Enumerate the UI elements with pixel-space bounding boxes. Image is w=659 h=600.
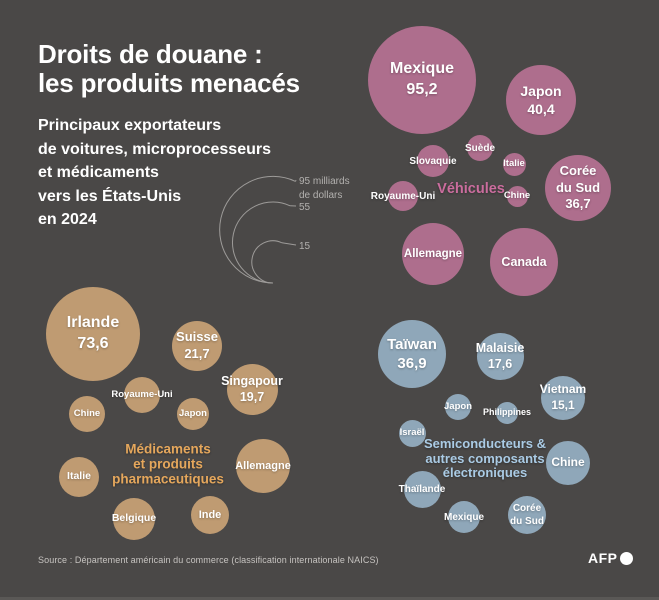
bubble-vehicules-chine: Chine (503, 185, 531, 207)
bubble-label: Japon (179, 407, 207, 419)
bubble-semiconducteurs-taiwan: Taïwan 36,9 (378, 320, 446, 388)
bubble-label: Chine (551, 455, 585, 470)
bubble-label: Irlande 73,6 (66, 314, 120, 352)
subtitle: Principaux exportateurs de voitures, mic… (38, 114, 271, 232)
afp-logo-text: AFP (588, 550, 618, 566)
cluster-label-vehicules: Véhicules (437, 180, 505, 197)
bubble-vehicules-mexique: Mexique 95,2 (368, 26, 476, 134)
bubble-label: Suisse 21,7 (176, 329, 218, 361)
bubble-label: Philippines (483, 407, 532, 418)
bubble-label: Taïwan 36,9 (387, 335, 437, 373)
bubble-semiconducteurs-mexique: Mexique (444, 501, 484, 533)
bubble-medicaments-singapour: Singapour 19,7 (221, 363, 283, 415)
bubble-label: Canada (501, 254, 547, 269)
afp-logo: AFP (588, 550, 633, 566)
bubble-semiconducteurs-japon: Japon (444, 394, 472, 420)
bubble-label: Suède (465, 142, 496, 154)
bubble-label: Mexique 95,2 (389, 60, 454, 98)
bubble-semiconducteurs-coree-du-sud: Corée du Sud (508, 496, 546, 534)
bubble-label: Corée du Sud 36,7 (555, 162, 601, 212)
bubble-semiconducteurs-vietnam: Vietnam 15,1 (539, 376, 587, 420)
bubble-label: Allemagne (403, 247, 463, 260)
subtitle-line-1: Principaux exportateurs (38, 117, 222, 134)
bubble-label: Allemagne (235, 459, 291, 472)
bubble-label: Chine (73, 407, 101, 419)
bubble-label: Mexique (444, 511, 485, 523)
bubble-label: Royaume-Uni (111, 388, 173, 400)
bubble-medicaments-allemagne: Allemagne (235, 439, 291, 493)
bubble-vehicules-allemagne: Allemagne (402, 223, 464, 285)
bubble-semiconducteurs-philippines: Philippines (483, 402, 531, 424)
subtitle-line-2: de voitures, microprocesseurs (38, 140, 271, 158)
bubble-label: Japon 40,4 (520, 82, 562, 117)
bubble-label: Italie (67, 470, 91, 483)
bubble-vehicules-royaume-uni: Royaume-Uni (371, 181, 435, 211)
bubble-label: Chine (503, 189, 531, 201)
bubble-medicaments-suisse: Suisse 21,7 (172, 321, 222, 371)
bubble-label: Inde (198, 508, 222, 521)
bubble-label: Singapour 19,7 (221, 373, 283, 404)
bubble-medicaments-belgique: Belgique (111, 498, 157, 540)
bubble-label: Italie (503, 157, 525, 169)
bubble-semiconducteurs-thailande: Thaïlande (399, 470, 445, 508)
bubble-label: Slovaquie (409, 155, 457, 167)
bubble-label: Vietnam 15,1 (539, 382, 587, 412)
bubble-semiconducteurs-chine: Chine (546, 441, 590, 485)
bubble-medicaments-japon: Japon (177, 398, 209, 430)
cluster-label-semiconducteurs: Semiconducteurs & autres composants électr… (423, 436, 547, 481)
bubble-semiconducteurs-malaisie: Malaisie 17,6 (475, 332, 525, 380)
bubble-semiconducteurs-israel: Israël (398, 419, 426, 447)
bubble-medicaments-royaume-uni: Royaume-Uni (111, 377, 173, 413)
bubble-vehicules-canada: Canada (490, 228, 558, 296)
subtitle-line-3: et médicaments (38, 164, 159, 181)
bubble-vehicules-italie: Italie (502, 152, 526, 176)
bubble-label: Corée du Sud (510, 503, 544, 527)
bubble-vehicules-slovaquie: Slovaquie (409, 145, 457, 177)
bubble-label: Thaïlande (398, 483, 446, 495)
bubble-label: Royaume-Uni (370, 190, 436, 202)
afp-logo-dot-icon (619, 551, 633, 565)
title-line-1: Droits de douane : (38, 39, 263, 69)
bubble-label: Japon (444, 400, 472, 412)
subtitle-line-4: vers les États-Unis (38, 187, 182, 205)
bubble-label: Belgique (111, 512, 157, 525)
bubble-medicaments-chine: Chine (69, 396, 105, 432)
bubble-label: Israël (399, 426, 425, 438)
bubble-medicaments-inde: Inde (191, 496, 229, 534)
subtitle-line-5: en 2024 (38, 211, 97, 228)
title-line-2: les produits menacés (38, 68, 300, 98)
cluster-label-medicaments: Médicaments et produits pharmaceutiques (112, 441, 224, 487)
bubble-label: Malaisie 17,6 (475, 340, 525, 371)
bubble-vehicules-coree-du-sud: Corée du Sud 36,7 (545, 155, 611, 221)
bottom-edge-divider (0, 597, 659, 600)
bubble-vehicules-japon: Japon 40,4 (506, 65, 576, 135)
page-title: Droits de douane : les produits menacés (38, 40, 300, 98)
bubble-vehicules-suede: Suède (465, 135, 496, 161)
source-note: Source : Département américain du commer… (38, 555, 379, 565)
bubble-medicaments-irlande: Irlande 73,6 (46, 287, 140, 381)
bubble-medicaments-italie: Italie (59, 457, 99, 497)
